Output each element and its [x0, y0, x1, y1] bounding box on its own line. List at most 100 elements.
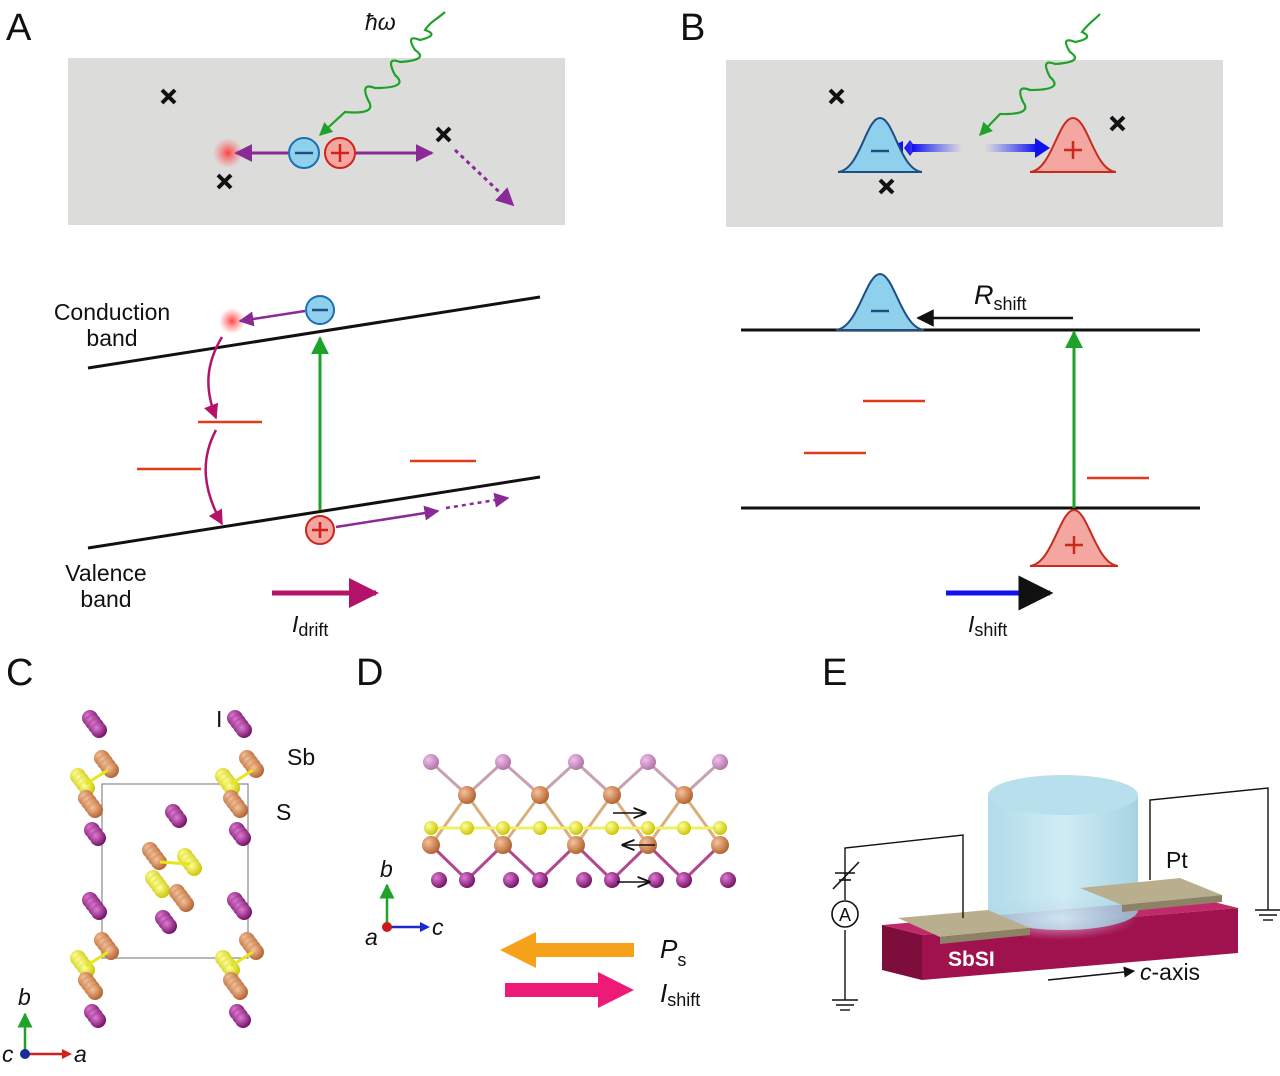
- conduction-band-label-2: band: [86, 325, 137, 351]
- antimony-atom: [103, 762, 119, 778]
- antimony-atom: [151, 854, 167, 870]
- sulfur-atom: [154, 882, 170, 898]
- antimony-atom: [248, 762, 264, 778]
- iodine-atom: [576, 872, 592, 888]
- electron-packet-b: [837, 116, 923, 173]
- iodine-atom: [676, 872, 692, 888]
- polarization-arrow: [500, 932, 634, 968]
- sulfur-atom: [641, 821, 655, 835]
- iodine-atom: [568, 754, 584, 770]
- shift-current-label-d: Ishift: [660, 978, 700, 1010]
- sulfur-atom: [533, 821, 547, 835]
- antimony-atom: [232, 984, 248, 1000]
- hole-a: [324, 137, 356, 169]
- electron-band-a: [305, 295, 335, 325]
- iodine-atom: [235, 1012, 251, 1028]
- sbsi-crystal-front: [922, 908, 1238, 980]
- defect-marker: [1109, 115, 1126, 132]
- sulfur-atom: [569, 821, 583, 835]
- crystal-box-a: [68, 58, 565, 225]
- antimony-atom: [603, 786, 621, 804]
- bond: [574, 794, 614, 846]
- bond: [85, 768, 109, 786]
- electron-packet-band-b: [835, 272, 925, 331]
- bond: [501, 794, 542, 846]
- hole-drift-arrow: [335, 505, 440, 529]
- panel-a: ħω Conduction band Valence band: [54, 9, 565, 640]
- panel-c: I Sb S b c a: [2, 706, 315, 1067]
- iodine-atom: [423, 754, 439, 770]
- valence-band-line-a: [87, 475, 541, 550]
- circuit-wires: [844, 787, 1269, 1000]
- ammeter-icon: [831, 900, 859, 928]
- pt-electrode-left-top: [898, 910, 1030, 937]
- iodine-atom: [604, 872, 620, 888]
- pt-electrode-left-side: [940, 928, 1030, 944]
- photon-wave-a: [319, 11, 446, 136]
- valence-band-label-2: band: [80, 586, 131, 612]
- trap-levels-b: [804, 399, 1149, 480]
- hole-band-a: [305, 515, 335, 545]
- iodine-atom: [90, 1012, 106, 1028]
- axes-d: b a c: [365, 856, 444, 950]
- recombination-glow-band: [219, 308, 245, 334]
- panel-d: b a c Ps Ishift: [365, 754, 736, 1010]
- c-axis-label: c-axis: [1140, 959, 1200, 985]
- c-axis-arrow: [1047, 966, 1136, 981]
- pt-label: Pt: [1166, 847, 1188, 873]
- crystal-box-b: [726, 60, 1223, 227]
- axis-c-dot: [20, 1049, 30, 1059]
- electron-shift-bar: [912, 144, 962, 152]
- hole-packet-b: [1029, 116, 1117, 173]
- electron-drift-arrow: [238, 309, 306, 327]
- bond: [465, 794, 505, 846]
- conduction-band-line-a: [87, 295, 541, 370]
- antimony-atom: [248, 944, 264, 960]
- bond: [230, 768, 254, 786]
- antimony-atom: [422, 836, 440, 854]
- unit-cell-box: [101, 783, 249, 959]
- iodine-atom: [720, 872, 736, 888]
- bond: [230, 950, 254, 968]
- iodine-atom: [532, 872, 548, 888]
- antimony-atom: [494, 836, 512, 854]
- hole-drift-dashed: [445, 492, 510, 510]
- scattered-hole-arrow: [453, 148, 515, 207]
- panel-label-d: D: [356, 652, 383, 694]
- electron-wavepacket: [837, 116, 923, 173]
- antimony-atom: [458, 786, 476, 804]
- panel-label-a: A: [6, 7, 32, 49]
- valence-band-label-1: Valence: [65, 560, 146, 586]
- trap-levels-a: [137, 420, 476, 471]
- iodine-atom: [495, 754, 511, 770]
- sulfur-atom: [677, 821, 691, 835]
- antimony-atom: [531, 786, 549, 804]
- ground-right: [1255, 909, 1280, 921]
- plus-sign: [331, 144, 349, 162]
- defect-marker: [828, 88, 845, 105]
- shift-current-label: Ishift: [968, 611, 1007, 640]
- axis-a-dot: [382, 922, 392, 932]
- iodine-atom: [90, 830, 106, 846]
- axis-b-label-c: b: [18, 984, 31, 1010]
- iodine-atom: [235, 830, 251, 846]
- defect-marker: [160, 88, 177, 105]
- iodine-atom: [640, 754, 656, 770]
- antimony-atom: [103, 944, 119, 960]
- shift-current-arrow-d: [505, 972, 634, 1008]
- antimony-atom: [87, 984, 103, 1000]
- sbsi-crystal-side: [882, 925, 922, 980]
- bond: [159, 860, 191, 866]
- panel-label-b: B: [680, 7, 705, 49]
- defect-marker: [878, 178, 895, 195]
- photon-wave-b: [979, 13, 1101, 136]
- antimony-atom: [232, 802, 248, 818]
- ground-left: [832, 999, 858, 1011]
- iodine-atom: [91, 904, 107, 920]
- electron-a: [288, 137, 320, 169]
- defect-marker: [435, 126, 452, 143]
- iodine-atom: [161, 918, 177, 934]
- drift-current-label: Idrift: [292, 611, 328, 640]
- antimony-atom: [567, 836, 585, 854]
